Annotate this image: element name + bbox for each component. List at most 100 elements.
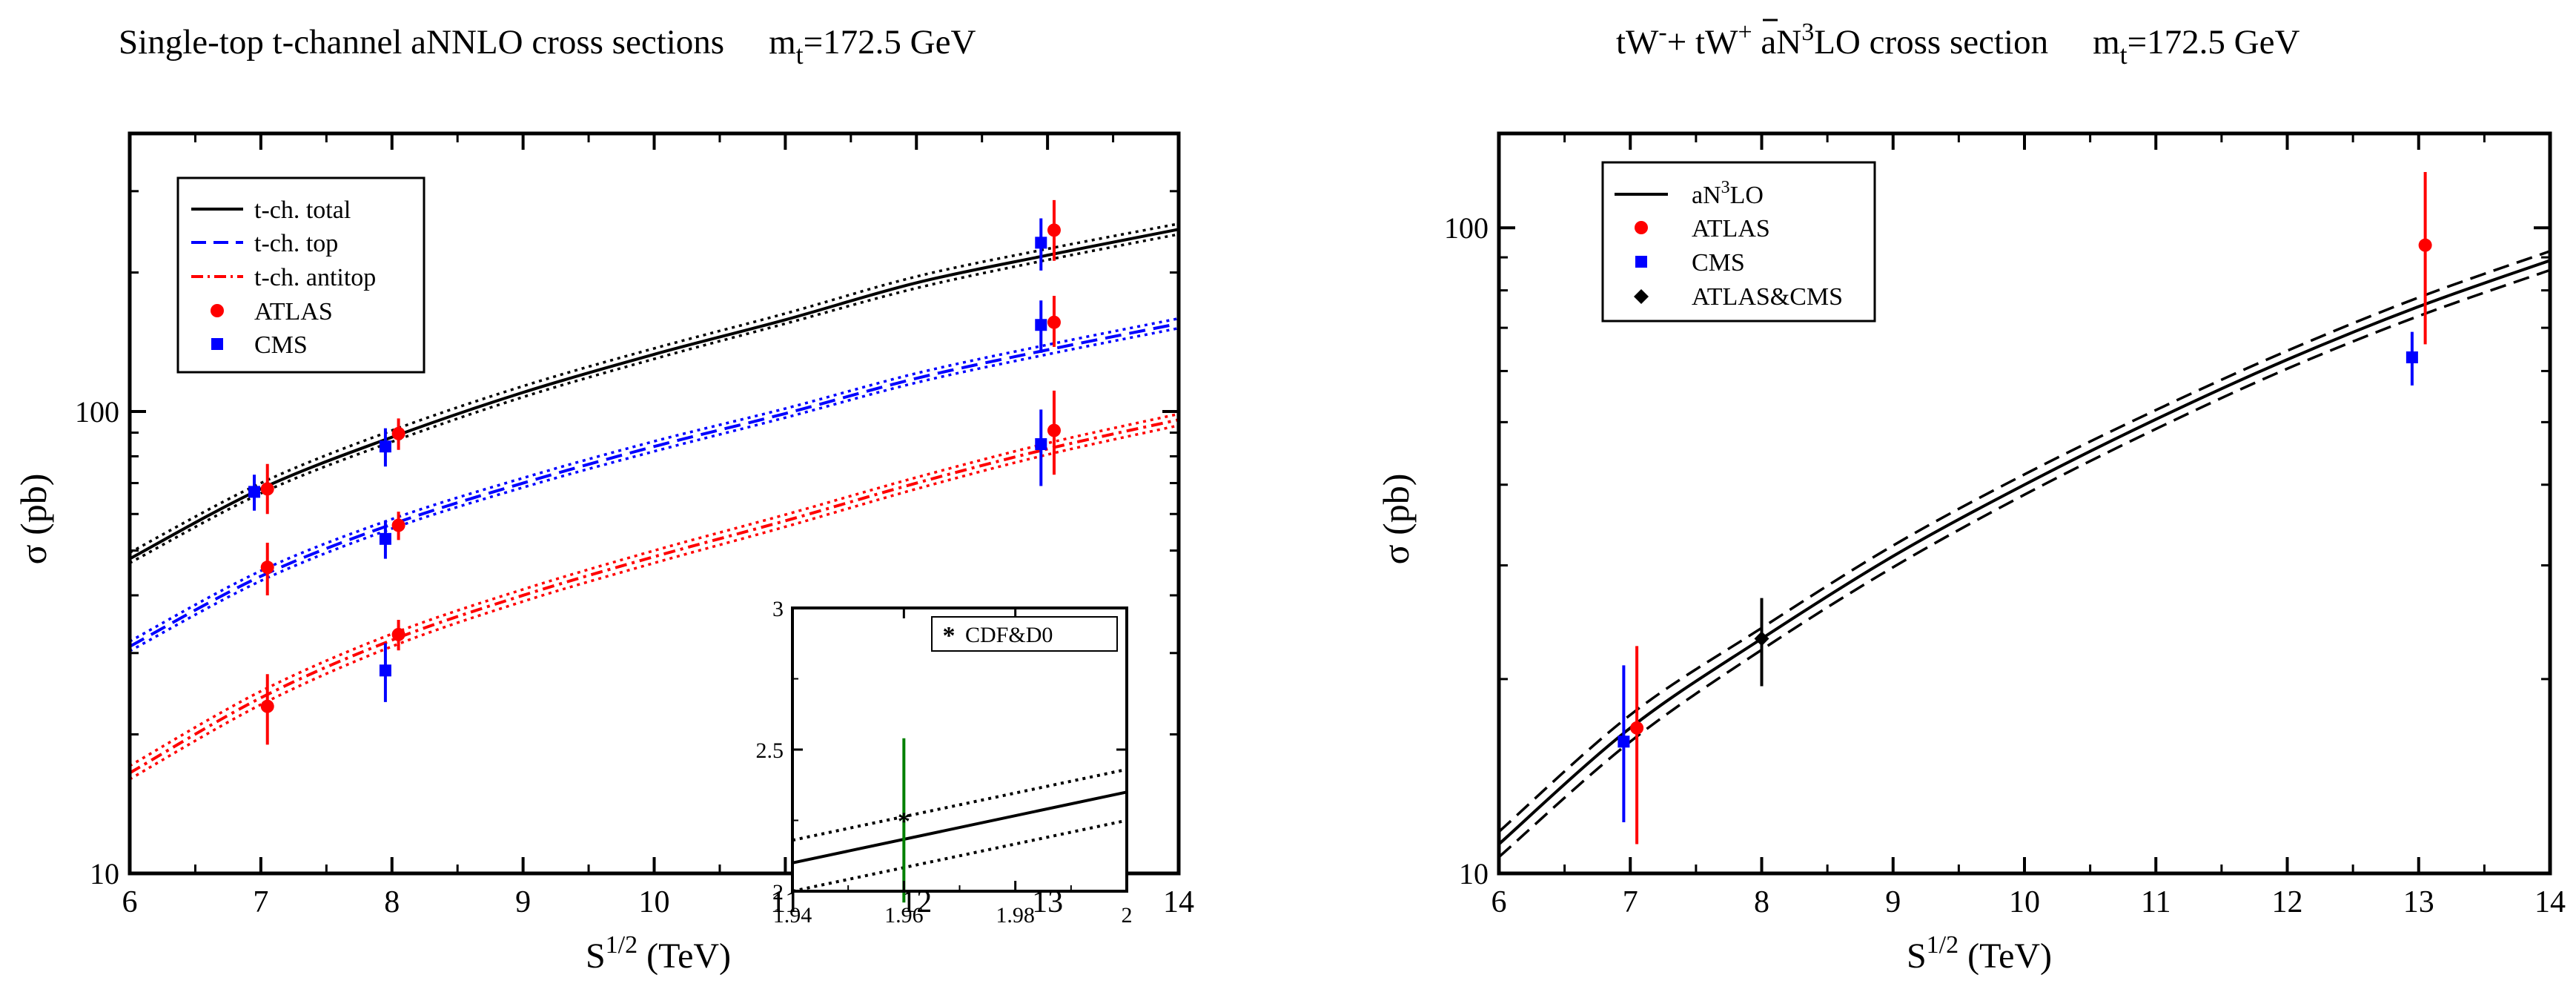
legend-atlas-label: ATLAS bbox=[254, 298, 333, 325]
left-title: Single-top t-channel aNNLO cross section… bbox=[119, 23, 976, 70]
atlas-point bbox=[391, 518, 405, 532]
series-1-central-line bbox=[129, 322, 1179, 648]
atlas-point bbox=[1630, 721, 1644, 735]
left-points bbox=[248, 199, 1061, 745]
atlas-point bbox=[2418, 238, 2432, 252]
atlas-point bbox=[391, 426, 405, 440]
left-x-axis-label: S1/2 (TeV) bbox=[586, 931, 731, 976]
series-0-lower-band bbox=[129, 233, 1179, 564]
inset-y-tick-label: 2 bbox=[772, 880, 784, 905]
cms-point bbox=[248, 486, 261, 498]
x-tick-label: 14 bbox=[1163, 885, 1194, 919]
x-tick-label: 6 bbox=[1491, 885, 1507, 919]
legend-top-label: t-ch. top bbox=[254, 230, 338, 257]
cms-point bbox=[1618, 735, 1630, 748]
x-tick-label: 11 bbox=[2141, 885, 2171, 919]
legend-cms-label: CMS bbox=[254, 331, 308, 359]
atlas-point bbox=[1047, 423, 1061, 437]
right-x-axis-label: S1/2 (TeV) bbox=[1907, 931, 2052, 976]
inset-legend-label: CDF&D0 bbox=[965, 623, 1053, 647]
series-2-central-line bbox=[129, 418, 1179, 775]
atlas-point bbox=[260, 699, 274, 713]
x-tick-label: 14 bbox=[2534, 885, 2566, 919]
series-2-lower-band bbox=[129, 424, 1179, 781]
atlas-point bbox=[1047, 315, 1061, 329]
series-0-upper-band bbox=[1497, 250, 2551, 833]
right-title: tW-+ tW+ aN3LO cross section mt=172.5 GeV bbox=[1616, 19, 2299, 70]
legend-total-label: t-ch. total bbox=[254, 196, 351, 224]
x-tick-label: 9 bbox=[515, 885, 531, 919]
legend-atlas-label-right: ATLAS bbox=[1692, 215, 1770, 242]
inset-x-tick-label: 1.96 bbox=[884, 903, 924, 928]
cms-point bbox=[1035, 438, 1047, 451]
legend-antitop-label: t-ch. antitop bbox=[254, 264, 376, 291]
inset-x-tick-label: 1.98 bbox=[996, 903, 1035, 928]
atlas-point bbox=[260, 561, 274, 575]
legend-atlas-marker-right bbox=[1635, 221, 1648, 234]
cms-point bbox=[2406, 351, 2418, 363]
left-inset: * 1.94 1.96 1.98 2 2 2.5 3 * CDF&D0 bbox=[756, 597, 1133, 928]
inset-axis-ticks: 1.94 1.96 1.98 2 2 2.5 3 bbox=[756, 597, 1133, 928]
x-tick-label: 10 bbox=[2009, 885, 2040, 919]
y-tick-label: 100 bbox=[75, 395, 119, 429]
atlas-point bbox=[1047, 223, 1061, 237]
cms-point bbox=[379, 664, 391, 677]
right-curves bbox=[1497, 250, 2551, 859]
series-0-central-line bbox=[129, 228, 1179, 561]
right-panel: tW-+ tW+ aN3LO cross section mt=172.5 GeV… bbox=[1375, 19, 2566, 976]
x-tick-label: 6 bbox=[122, 885, 138, 919]
y-tick-label: 10 bbox=[90, 857, 119, 890]
atlas-point bbox=[260, 482, 274, 496]
left-y-axis-label: σ (pb) bbox=[13, 474, 54, 565]
inset-y-tick-label: 2.5 bbox=[756, 738, 784, 763]
y-tick-label: 10 bbox=[1459, 857, 1489, 890]
cms-point bbox=[379, 440, 391, 453]
series-0-upper-band bbox=[129, 222, 1179, 554]
inset-central-line bbox=[792, 790, 1128, 865]
x-tick-label: 9 bbox=[1885, 885, 1901, 919]
inset-x-tick-label: 2 bbox=[1122, 903, 1133, 928]
right-legend-box bbox=[1601, 161, 1876, 323]
legend-combined-label: ATLAS&CMS bbox=[1692, 283, 1843, 311]
cms-point bbox=[379, 532, 391, 545]
left-legend: t-ch. total t-ch. top t-ch. antitop ATLA… bbox=[176, 176, 426, 374]
legend-cms-marker bbox=[211, 338, 223, 350]
cdf-d0-point: * bbox=[898, 808, 910, 836]
x-tick-label: 10 bbox=[639, 885, 670, 919]
series-0-central-line bbox=[1497, 259, 2551, 846]
cms-point bbox=[1035, 237, 1047, 249]
right-axis-ticks: 6 7 8 9 10 11 12 13 14 10 100 bbox=[1444, 133, 2566, 919]
inset-x-tick-label: 1.94 bbox=[773, 903, 812, 928]
legend-an3lo-label: aN3LO bbox=[1692, 178, 1764, 209]
legend-combined-marker bbox=[1634, 289, 1649, 304]
legend-cms-label-right: CMS bbox=[1692, 249, 1745, 277]
inset-lower-band bbox=[792, 819, 1128, 893]
x-tick-label: 12 bbox=[2272, 885, 2303, 919]
cms-point bbox=[1035, 319, 1047, 331]
inset-y-tick-label: 3 bbox=[772, 597, 784, 621]
inset-curves bbox=[792, 767, 1128, 893]
atlas-point bbox=[391, 627, 405, 641]
series-0-lower-band bbox=[1497, 268, 2551, 859]
y-tick-label: 100 bbox=[1444, 211, 1489, 245]
right-y-axis-label: σ (pb) bbox=[1375, 474, 1417, 565]
atlas-cms-point bbox=[1754, 631, 1769, 647]
legend-cms-marker-right bbox=[1635, 256, 1647, 268]
x-tick-label: 13 bbox=[2403, 885, 2434, 919]
right-points bbox=[1618, 172, 2432, 844]
x-tick-label: 8 bbox=[384, 885, 400, 919]
inset-upper-band bbox=[792, 767, 1128, 842]
left-inset-background bbox=[792, 608, 1127, 891]
left-panel: Single-top t-channel aNNLO cross section… bbox=[13, 23, 1194, 976]
x-tick-label: 8 bbox=[1754, 885, 1769, 919]
inset-points: * bbox=[898, 738, 910, 903]
inset-legend-box bbox=[931, 616, 1118, 652]
legend-atlas-marker bbox=[211, 304, 224, 317]
inset-legend-marker: * bbox=[943, 622, 956, 649]
x-tick-label: 7 bbox=[253, 885, 268, 919]
series-1-lower-band bbox=[129, 326, 1179, 652]
right-legend: aN3LO ATLAS CMS ATLAS&CMS bbox=[1601, 161, 1876, 323]
left-curves bbox=[129, 222, 1179, 781]
series-1-upper-band bbox=[129, 317, 1179, 643]
